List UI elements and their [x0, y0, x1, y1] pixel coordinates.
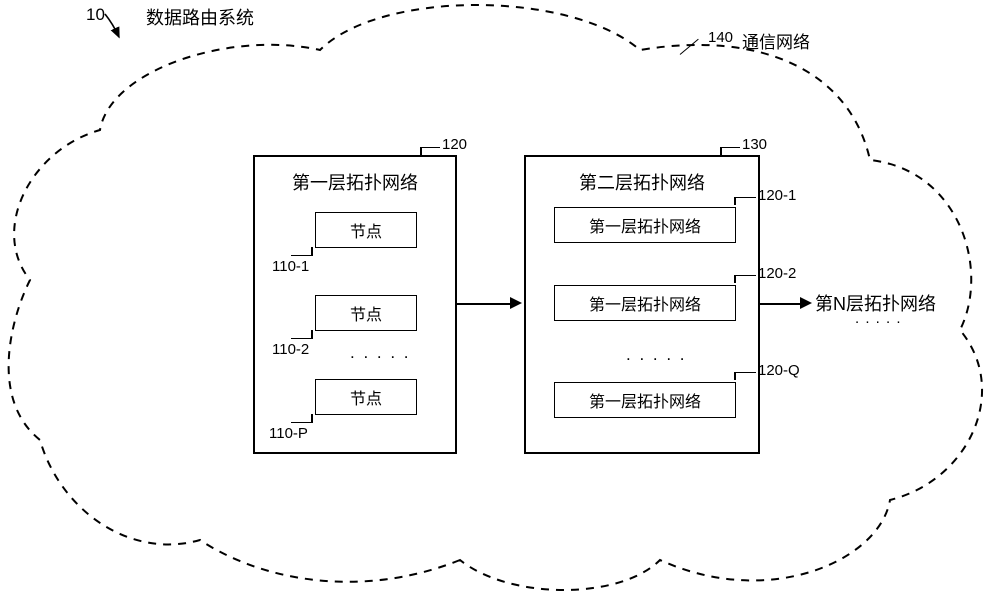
node-box-110-2: 节点	[315, 295, 417, 331]
ref-leader-120-1	[734, 197, 756, 198]
cloud-label: 通信网络	[742, 28, 810, 53]
ref-leader-110-2	[291, 338, 313, 339]
ref-notch-110-P	[311, 414, 313, 422]
ref-number-110-P: 110-P	[269, 425, 308, 442]
ref-notch-120-1	[734, 197, 736, 205]
node-label: 节点	[350, 218, 382, 242]
column-130-title: 第二层拓扑网络	[526, 169, 758, 195]
node-box-110-1: 节点	[315, 212, 417, 248]
node-label: 节点	[350, 385, 382, 409]
arrow-130-to-N	[758, 303, 800, 305]
diagram-stage: 10 数据路由系统 140 通信网络 第一层拓扑网络 节点 节点 . . . .…	[0, 0, 1000, 597]
ellipsis-col-130: . . . . .	[626, 345, 687, 365]
subnet-box-120-1: 第一层拓扑网络	[554, 207, 736, 243]
ref-number-120-1: 120-1	[758, 187, 796, 204]
subnet-box-120-Q: 第一层拓扑网络	[554, 382, 736, 418]
ref-leader-110-P	[291, 422, 313, 423]
arrowhead-130-to-N	[800, 297, 812, 309]
ref-notch-110-2	[311, 330, 313, 338]
ref-number-120: 120	[442, 136, 467, 153]
ref-number-120-2: 120-2	[758, 265, 796, 282]
subnet-box-120-2: 第一层拓扑网络	[554, 285, 736, 321]
column-first-layer: 第一层拓扑网络 节点 节点 . . . . . 节点	[253, 155, 457, 454]
arrow-120-to-130	[455, 303, 510, 305]
ref-notch-120-Q	[734, 372, 736, 380]
ref-notch-130	[720, 147, 722, 155]
subnet-label: 第一层拓扑网络	[589, 213, 701, 237]
arrowhead-120-to-130	[510, 297, 522, 309]
node-box-110-P: 节点	[315, 379, 417, 415]
ref-number-110-1: 110-1	[272, 258, 309, 275]
ref-notch-120-2	[734, 275, 736, 283]
column-second-layer: 第二层拓扑网络 第一层拓扑网络 第一层拓扑网络 . . . . . 第一层拓扑网…	[524, 155, 760, 454]
output-label-line2: . . . . .	[855, 310, 902, 327]
ellipsis-col-120: . . . . .	[350, 343, 411, 363]
ref-leader-130	[720, 147, 740, 148]
ref-notch-110-1	[311, 247, 313, 255]
ref-notch-120	[420, 147, 422, 155]
ref-number-110-2: 110-2	[272, 341, 309, 358]
node-label: 节点	[350, 301, 382, 325]
ref-number-120-Q: 120-Q	[758, 362, 800, 379]
system-title: 数据路由系统	[146, 4, 254, 30]
ref-number-140: 140	[708, 29, 733, 46]
ref-leader-120-2	[734, 275, 756, 276]
ref-number-130: 130	[742, 136, 767, 153]
subnet-label: 第一层拓扑网络	[589, 388, 701, 412]
ref-leader-120-Q	[734, 372, 756, 373]
column-120-title: 第一层拓扑网络	[255, 169, 455, 195]
ref-leader-120	[420, 147, 440, 148]
ref-leader-110-1	[291, 255, 313, 256]
subnet-label: 第一层拓扑网络	[589, 291, 701, 315]
